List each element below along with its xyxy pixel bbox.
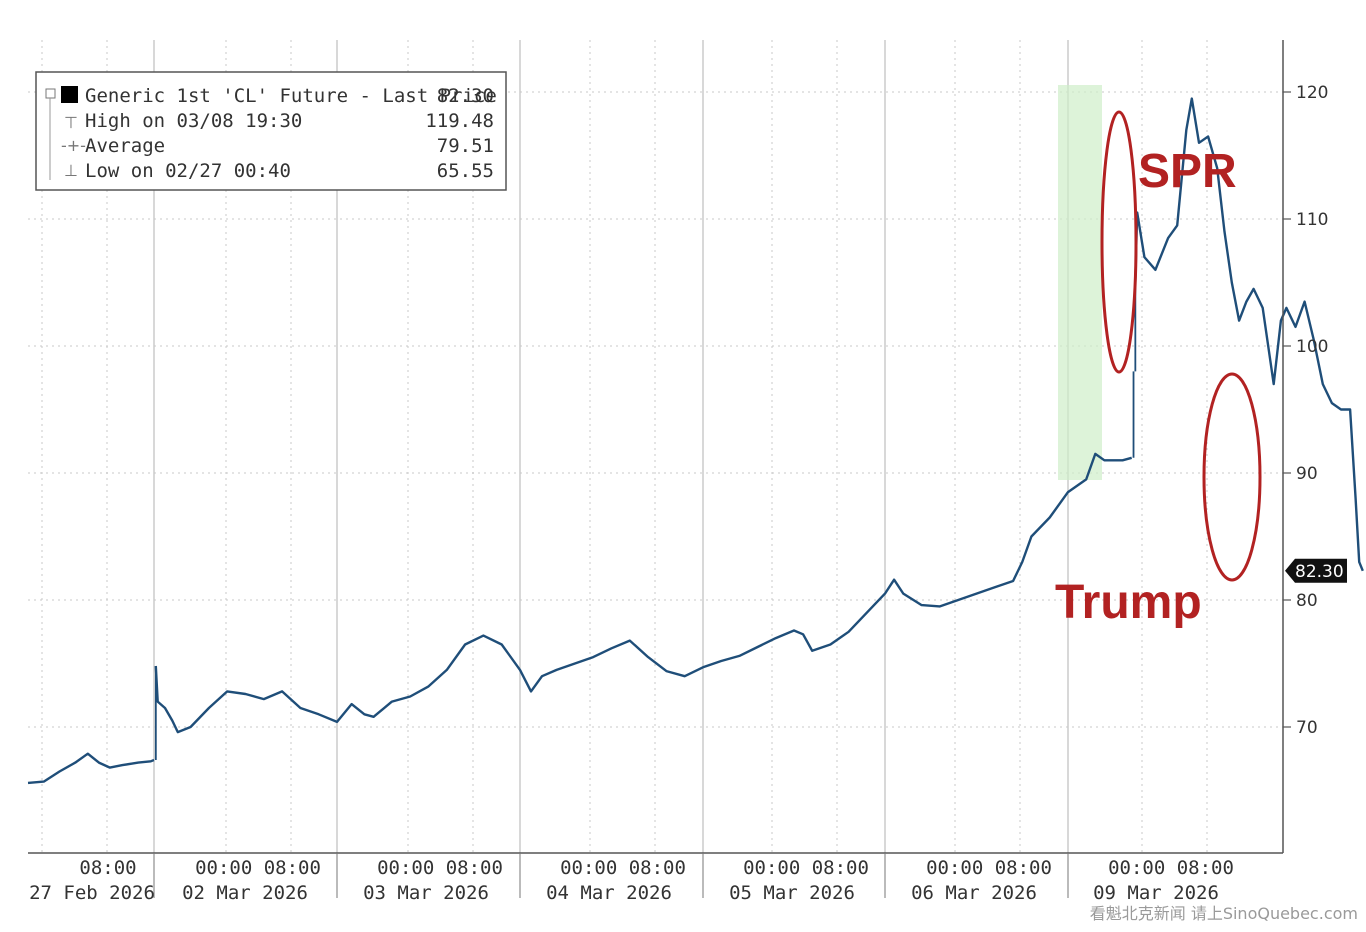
last-price-tag-shape — [1285, 558, 1347, 583]
legend-row-2-label: Average — [85, 135, 165, 157]
highlight-band — [1058, 85, 1102, 480]
legend-row-0-value: 82.30 — [437, 85, 494, 107]
y-tick-label: 120 — [1296, 83, 1328, 103]
price-series-line — [27, 752, 155, 785]
x-tick-time-label: 00:00 08:00 — [743, 857, 869, 879]
legend-row-3-label: Low on 02/27 00:40 — [85, 160, 291, 182]
trump-annotation-ellipse — [1202, 372, 1262, 582]
y-tick-label: 100 — [1296, 337, 1328, 357]
annotation-spr: SPR — [1138, 145, 1237, 198]
y-tick-label: 80 — [1296, 591, 1318, 611]
x-tick-layer: 08:00 27 Feb 2026 00:00 08:00 02 Mar 2026 00… — [29, 853, 1234, 904]
legend-box — [35, 71, 507, 191]
legend-low-icon: ⊥ — [64, 161, 78, 180]
legend-collapse-icon — [45, 88, 56, 99]
spr-annotation-ellipse — [1100, 110, 1138, 374]
series-layer — [27, 97, 1364, 785]
x-tick-date-label: 04 Mar 2026 — [546, 882, 672, 904]
y-tick-layer: 70 80 90 100 110 120 — [1283, 83, 1328, 738]
x-tick-time-label: 00:00 08:00 — [926, 857, 1052, 879]
y-tick-label: 70 — [1296, 718, 1318, 738]
x-tick-date-label: 06 Mar 2026 — [911, 882, 1037, 904]
x-tick-date-label: 05 Mar 2026 — [729, 882, 855, 904]
x-tick-time-label: 00:00 08:00 — [1108, 857, 1234, 879]
legend-row-1-value: 119.48 — [425, 110, 494, 132]
x-tick-date-label: 09 Mar 2026 — [1093, 882, 1219, 904]
legend-row-0-label: Generic 1st 'CL' Future - Last Price — [85, 85, 497, 107]
legend-row-3-value: 65.55 — [437, 160, 494, 182]
legend-average-icon: -+- — [61, 136, 86, 155]
legend-high-icon: ⊤ — [64, 113, 78, 132]
watermark: 看魁北克新闻 请上SinoQuebec.com — [1089, 904, 1358, 923]
last-price-tag: 82.30 — [1285, 558, 1347, 583]
x-tick-time-label: 00:00 08:00 — [377, 857, 503, 879]
y-tick-label: 110 — [1296, 210, 1328, 230]
legend-row-2-value: 79.51 — [437, 135, 494, 157]
x-tick-time-label: 00:00 08:00 — [560, 857, 686, 879]
annotation-trump: Trump — [1055, 576, 1202, 629]
x-tick-date-label: 03 Mar 2026 — [363, 882, 489, 904]
price-series-line — [1134, 97, 1364, 572]
legend-row-1-label: High on 03/08 19:30 — [85, 110, 302, 132]
legend: ⊤ -+- ⊥ Generic 1st 'CL' Future - Last P… — [35, 71, 507, 191]
x-tick-date-label: 02 Mar 2026 — [182, 882, 308, 904]
legend-series-swatch — [61, 86, 78, 103]
x-tick-time-label: 00:00 08:00 — [195, 857, 321, 879]
price-series-line — [154, 452, 1133, 734]
x-tick-date-label: 27 Feb 2026 — [29, 882, 155, 904]
last-price-tag-text: 82.30 — [1295, 562, 1344, 582]
y-tick-label: 90 — [1296, 464, 1318, 484]
x-tick-time-label: 08:00 — [79, 857, 136, 879]
